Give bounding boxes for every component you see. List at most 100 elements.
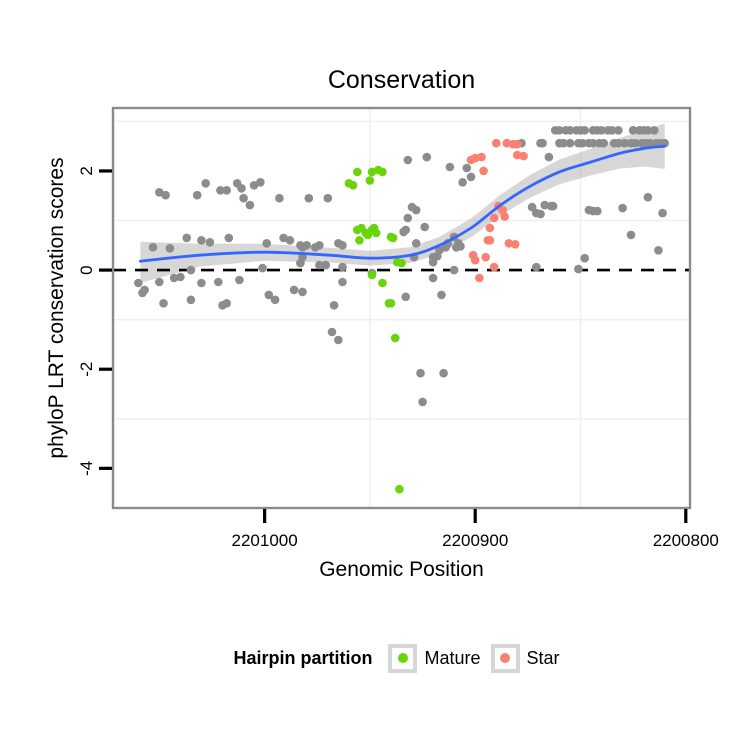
data-point <box>654 246 663 255</box>
x-axis: 2201000 2200900 2200800 <box>232 509 719 550</box>
data-point <box>502 138 512 148</box>
data-point <box>628 126 638 135</box>
panel-border <box>111 106 692 510</box>
data-point <box>197 236 206 245</box>
data-point <box>565 138 575 148</box>
data-point <box>470 255 480 265</box>
data-point <box>235 275 244 285</box>
data-point <box>161 190 170 200</box>
data-point <box>643 126 653 135</box>
data-point <box>411 239 421 248</box>
data-point <box>489 213 499 223</box>
data-point <box>201 179 210 188</box>
data-point <box>485 223 495 233</box>
data-point <box>239 193 248 203</box>
data-point <box>555 126 564 135</box>
smooth-line <box>139 144 667 263</box>
data-point <box>134 278 143 288</box>
data-point <box>536 209 545 219</box>
data-point <box>353 167 362 177</box>
data-point <box>559 138 568 148</box>
data-point <box>458 178 467 187</box>
data-point <box>378 278 387 288</box>
data-point <box>445 162 455 172</box>
data-point <box>348 181 358 190</box>
data-point <box>510 240 520 249</box>
data-point <box>527 202 537 212</box>
data-point <box>298 287 307 297</box>
data-point <box>186 295 196 305</box>
data-point <box>532 262 541 272</box>
data-point <box>492 138 501 148</box>
data-point <box>148 243 158 252</box>
star-dot-icon <box>500 653 510 663</box>
data-point <box>449 265 459 275</box>
data-point <box>485 236 495 245</box>
data-point <box>270 295 280 305</box>
data-point <box>395 484 404 494</box>
data-point <box>580 253 589 263</box>
data-point <box>513 150 522 160</box>
data-point <box>256 178 265 187</box>
legend-title: Hairpin partition <box>233 647 373 668</box>
data-point <box>626 230 636 240</box>
data-point <box>418 397 427 407</box>
data-point <box>224 233 234 243</box>
data-point <box>504 239 514 248</box>
legend: Hairpin partition Mature Star <box>113 640 690 676</box>
data-point <box>513 139 522 149</box>
data-point <box>649 126 659 135</box>
y-tick-label: 2 <box>77 166 96 175</box>
data-point <box>544 152 554 162</box>
data-point <box>479 166 488 176</box>
data-point <box>658 208 667 218</box>
data-point <box>205 238 215 247</box>
data-point <box>397 258 406 268</box>
data-point <box>192 190 202 200</box>
data-point <box>302 241 312 250</box>
data-point <box>176 272 185 282</box>
data-point <box>565 126 575 135</box>
data-point <box>599 138 608 148</box>
data-point <box>365 176 375 185</box>
data-point <box>462 163 472 173</box>
data-point <box>222 299 231 308</box>
data-point <box>580 126 589 135</box>
data-point <box>222 186 231 195</box>
data-point <box>401 225 411 235</box>
data-point <box>403 155 413 165</box>
data-point <box>338 277 347 287</box>
data-point <box>338 262 347 272</box>
data-point <box>401 292 411 302</box>
mature-dot-icon <box>397 653 408 663</box>
data-point <box>323 193 333 203</box>
data-point <box>245 200 255 210</box>
data-point <box>607 126 617 135</box>
data-point <box>470 153 480 163</box>
data-point <box>258 263 267 273</box>
data-point <box>475 273 484 283</box>
data-point <box>618 203 627 213</box>
data-point <box>321 260 331 270</box>
data-point <box>237 184 246 193</box>
data-point <box>334 335 343 345</box>
data-point <box>489 262 499 272</box>
data-point <box>140 285 149 295</box>
data-point <box>216 186 225 195</box>
data-point <box>645 138 655 148</box>
y-tick-label: 0 <box>77 265 96 274</box>
x-axis-title: Genomic Position <box>319 558 484 581</box>
data-point <box>214 277 223 287</box>
data-point <box>165 244 175 253</box>
data-point <box>481 252 491 262</box>
data-point <box>614 138 623 148</box>
data-point <box>519 151 528 161</box>
data-point <box>538 138 547 148</box>
data-point <box>500 212 510 221</box>
data-point <box>289 285 299 295</box>
data-point <box>315 260 324 270</box>
data-point <box>597 126 606 135</box>
data-point <box>548 201 558 211</box>
data-point <box>304 193 314 203</box>
data-point <box>593 206 602 216</box>
